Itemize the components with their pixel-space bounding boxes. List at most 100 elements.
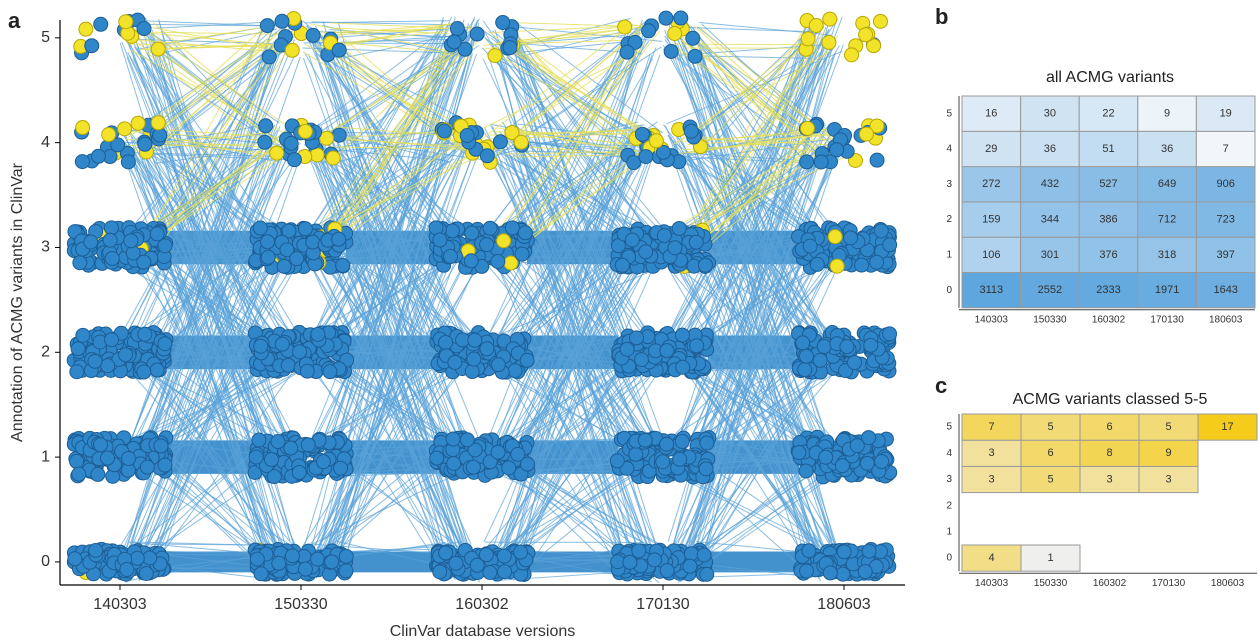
point xyxy=(102,232,118,248)
highlight-point xyxy=(648,133,664,149)
point xyxy=(274,13,290,29)
point xyxy=(659,343,675,359)
flow-line xyxy=(515,338,637,556)
flow-line xyxy=(690,27,813,144)
y-tick-label: 3 xyxy=(946,474,952,485)
point xyxy=(816,338,832,354)
y-tick-label: 0 xyxy=(946,285,952,296)
flow-line xyxy=(317,123,452,552)
point xyxy=(696,547,712,563)
cell-label: 51 xyxy=(1102,143,1114,155)
flow-line-highlight xyxy=(328,146,473,150)
flow-line xyxy=(672,253,838,569)
point xyxy=(331,42,347,58)
highlight-point xyxy=(799,120,815,136)
flow-line xyxy=(138,150,301,363)
point xyxy=(799,348,815,364)
highlight-point xyxy=(75,120,91,136)
flow-line-highlight xyxy=(519,40,642,133)
point xyxy=(259,234,275,250)
cell-label: 1971 xyxy=(1155,284,1179,296)
flow-line-highlight xyxy=(145,51,267,148)
highlight-point xyxy=(827,229,843,245)
heatmap-title: ACMG variants classed 5-5 xyxy=(1013,391,1208,408)
point xyxy=(479,148,495,164)
point xyxy=(479,341,495,357)
flow-line xyxy=(120,256,299,545)
point xyxy=(100,358,116,374)
flow-line xyxy=(673,372,835,565)
highlight-point xyxy=(130,115,146,131)
flow-line-highlight xyxy=(122,31,295,36)
point xyxy=(103,220,119,236)
flow-line xyxy=(669,151,824,163)
point xyxy=(322,364,338,380)
cell-label: 5 xyxy=(1047,421,1053,433)
flow-line xyxy=(127,140,266,551)
flow-line xyxy=(151,29,267,463)
y-tick-label: 3 xyxy=(946,179,952,190)
point xyxy=(432,232,448,248)
highlight-point xyxy=(808,18,824,34)
flow-line xyxy=(488,157,628,248)
highlight-point xyxy=(319,130,335,146)
flow-line-highlight xyxy=(694,34,811,151)
point xyxy=(818,449,834,465)
point xyxy=(88,542,104,558)
flow-line xyxy=(321,23,470,569)
point xyxy=(490,357,506,373)
flow-line-highlight xyxy=(137,25,296,132)
point xyxy=(84,38,100,54)
flow-line xyxy=(335,40,469,362)
flow-line xyxy=(486,58,653,339)
point xyxy=(153,438,169,454)
flow-line xyxy=(506,18,631,549)
point xyxy=(641,23,657,39)
point xyxy=(638,244,654,260)
point xyxy=(447,354,463,370)
flow-line xyxy=(667,53,807,336)
point xyxy=(510,446,526,462)
point xyxy=(459,127,475,143)
point xyxy=(138,565,154,581)
flow-line xyxy=(122,262,299,568)
flow-line-highlight xyxy=(126,21,277,145)
point xyxy=(157,336,173,352)
point xyxy=(253,338,269,354)
flow-line-highlight xyxy=(696,36,807,133)
point xyxy=(873,223,889,239)
point xyxy=(271,555,287,571)
flow-line-highlight xyxy=(157,26,263,45)
point xyxy=(67,551,83,567)
y-tick-label: 1 xyxy=(41,448,50,465)
point xyxy=(482,220,498,236)
point xyxy=(628,330,644,346)
flow-line xyxy=(303,126,443,471)
point xyxy=(305,234,321,250)
point xyxy=(270,434,286,450)
point xyxy=(99,450,115,466)
flow-line xyxy=(120,41,284,335)
highlight-point xyxy=(487,48,503,64)
cell-label: 3113 xyxy=(979,284,1003,296)
flow-line xyxy=(313,255,450,580)
point xyxy=(279,242,295,258)
highlight-point xyxy=(844,47,860,63)
x-tick-label: 170130 xyxy=(636,596,689,613)
point xyxy=(519,456,535,472)
point xyxy=(331,127,347,143)
point xyxy=(297,221,313,237)
cell-label: 7 xyxy=(1223,143,1229,155)
x-tick-label: 180603 xyxy=(1209,314,1243,325)
flow-line xyxy=(158,19,266,461)
flow-line-highlight xyxy=(340,155,470,239)
point xyxy=(812,352,828,368)
flow-line xyxy=(514,48,645,252)
x-tick-label: 150330 xyxy=(1033,314,1067,325)
flow-line xyxy=(130,338,273,573)
point xyxy=(446,34,462,50)
point xyxy=(71,466,87,482)
flow-line-highlight xyxy=(336,39,455,250)
flow-line xyxy=(516,137,632,250)
flow-line-highlight xyxy=(151,38,273,155)
